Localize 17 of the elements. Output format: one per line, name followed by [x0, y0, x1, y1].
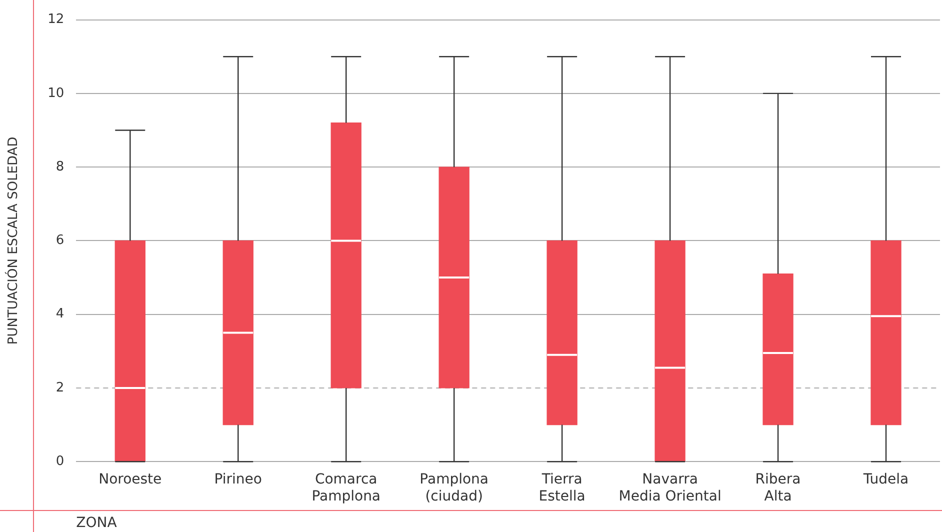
y-tick-label: 0 — [56, 454, 64, 469]
x-tick-label: Pamplona (ciudad) — [420, 472, 488, 504]
y-tick-label: 2 — [56, 380, 64, 396]
y-axis-title: PUNTUACIÓN ESCALA SOLEDAD — [4, 136, 22, 345]
x-tick-label: Ribera Alta — [755, 472, 801, 504]
x-tick-label: Navarra Media Oriental — [618, 472, 722, 504]
x-tick-label: Comarca Pamplona — [312, 472, 381, 504]
y-tick-label: 12 — [48, 12, 64, 28]
y-tick-label: 4 — [56, 306, 64, 322]
y-tick-label: 8 — [56, 159, 64, 174]
y-tick-label: 6 — [56, 233, 64, 248]
x-tick-label: Tierra Estella — [538, 472, 586, 504]
x-axis-title: ZONA — [76, 515, 118, 532]
x-tick-label: Noroeste — [98, 472, 162, 488]
x-tick-label: Tudela — [862, 472, 909, 488]
x-tick-label: Pirineo — [214, 472, 262, 488]
y-tick-label: 10 — [48, 86, 64, 101]
